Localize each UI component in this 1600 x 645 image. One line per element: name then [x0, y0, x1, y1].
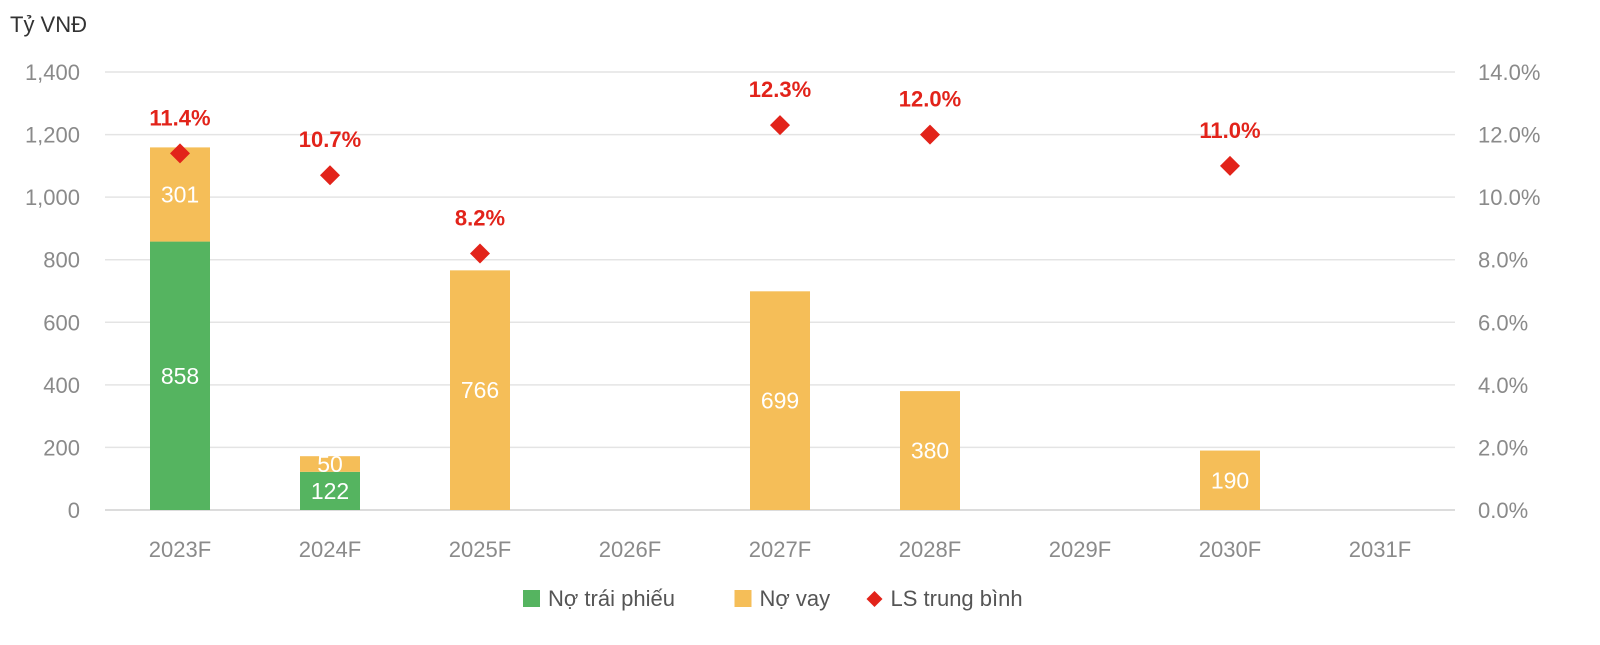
y-axis-left: 0 200 400 600 800 1,000 1,200 1,400: [25, 60, 80, 523]
bar-segment: [300, 456, 360, 472]
legend-swatch: [523, 590, 540, 607]
legend-label: Nợ vay: [760, 586, 831, 611]
rate-data-label: 11.4%: [149, 105, 210, 130]
x-tick-label: 2026F: [599, 537, 661, 562]
y-left-tick-label: 600: [43, 310, 80, 335]
x-tick-label: 2025F: [449, 537, 511, 562]
y-right-tick-label: 4.0%: [1478, 373, 1528, 398]
legend-label: Nợ trái phiếu: [548, 586, 675, 611]
bar-series: [150, 147, 1260, 510]
rate-marker: [770, 115, 790, 136]
y-left-tick-label: 1,000: [25, 185, 80, 210]
bar-data-label: 190: [1211, 467, 1249, 493]
legend: Nợ trái phiếu Nợ vay LS trung bình: [523, 586, 1023, 611]
rate-data-label: 11.0%: [1199, 118, 1260, 143]
x-tick-label: 2028F: [899, 537, 961, 562]
rate-data-label: 12.3%: [749, 77, 811, 102]
bar-segment: [300, 471, 360, 510]
rate-marker: [920, 124, 940, 145]
x-tick-label: 2030F: [1199, 537, 1261, 562]
y-right-tick-label: 0.0%: [1478, 498, 1528, 523]
bar-data-label: 122: [311, 478, 349, 504]
x-tick-label: 2024F: [299, 537, 361, 562]
bar-segment: [750, 291, 810, 510]
y-right-tick-label: 14.0%: [1478, 60, 1540, 85]
y-right-tick-label: 10.0%: [1478, 185, 1540, 210]
bar-data-label: 766: [461, 377, 499, 403]
bar-segment: [1200, 450, 1260, 510]
x-axis: 2023F 2024F 2025F 2026F 2027F 2028F 2029F 2030F…: [149, 537, 1411, 562]
y-left-tick-label: 1,200: [25, 123, 80, 148]
y-left-tick-label: 400: [43, 373, 80, 398]
x-tick-label: 2029F: [1049, 537, 1111, 562]
y-left-tick-label: 200: [43, 435, 80, 460]
y-axis-right: 0.0% 2.0% 4.0% 6.0% 8.0% 10.0% 12.0% 14.0%: [1478, 60, 1540, 523]
rate-data-label: 8.2%: [455, 205, 505, 230]
legend-swatch: [734, 590, 752, 607]
x-tick-label: 2023F: [149, 537, 211, 562]
legend-label: LS trung bình: [891, 586, 1023, 611]
rate-data-label: 12.0%: [899, 87, 961, 112]
rate-marker: [170, 143, 190, 164]
bar-data-label: 301: [161, 181, 199, 207]
bar-segment: [450, 270, 510, 510]
bar-data-label: 50: [317, 451, 343, 477]
bar-data-label: 380: [911, 438, 949, 464]
rate-marker: [320, 165, 340, 186]
rate-markers: 11.4% 10.7% 8.2% 12.3% 12.0% 11.0%: [149, 77, 1261, 264]
x-tick-label: 2027F: [749, 537, 811, 562]
bar-segment: [900, 391, 960, 510]
y-right-tick-label: 8.0%: [1478, 248, 1528, 273]
y-left-tick-label: 1,400: [25, 60, 80, 85]
rate-marker: [470, 243, 490, 264]
x-tick-label: 2031F: [1349, 537, 1411, 562]
y-left-tick-label: 800: [43, 248, 80, 273]
bar-segment: [150, 241, 210, 510]
y-right-tick-label: 6.0%: [1478, 310, 1528, 335]
y-right-tick-label: 12.0%: [1478, 123, 1540, 148]
bar-data-label: 858: [161, 363, 199, 389]
y-left-tick-label: 0: [68, 498, 80, 523]
legend-swatch-marker: [866, 591, 883, 607]
rate-marker: [1220, 155, 1240, 176]
y-axis-unit-label: Tỷ VNĐ: [10, 12, 87, 37]
rate-data-label: 10.7%: [299, 127, 361, 152]
bar-data-label: 699: [761, 388, 799, 414]
y-right-tick-label: 2.0%: [1478, 435, 1528, 460]
